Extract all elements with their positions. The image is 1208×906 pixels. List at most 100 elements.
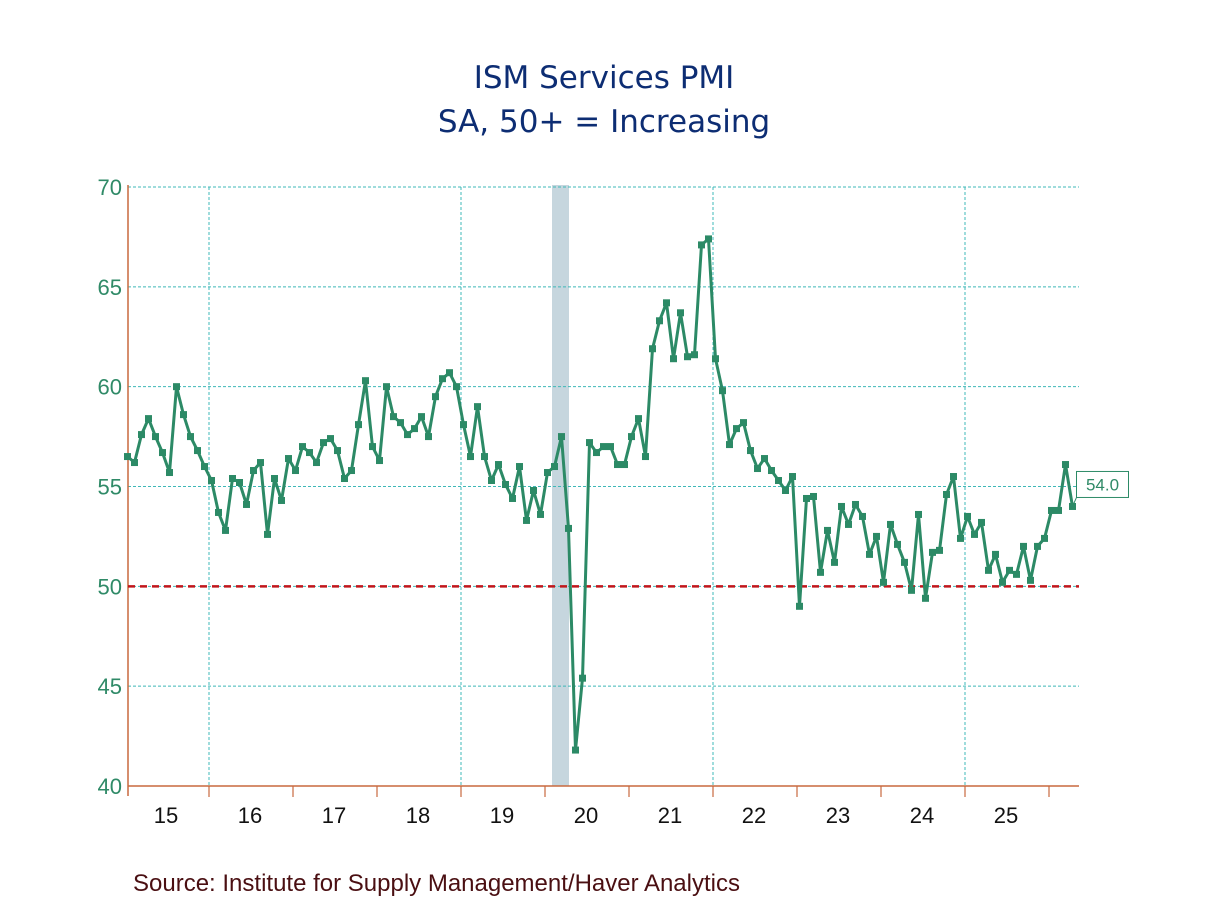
data-point-marker (642, 453, 649, 461)
data-point-marker (278, 496, 285, 504)
data-point-marker (817, 568, 824, 576)
y-tick-label: 60 (98, 375, 122, 400)
x-tick-label: 20 (574, 803, 598, 828)
data-point-marker (740, 419, 747, 427)
data-point-marker (467, 453, 474, 461)
axes (127, 185, 1079, 797)
data-point-marker (621, 461, 628, 469)
data-point-marker (677, 309, 684, 317)
recession-band (552, 185, 569, 786)
data-point-marker (747, 447, 754, 455)
data-point-marker (593, 449, 600, 457)
data-point-marker (992, 550, 999, 558)
data-point-marker (845, 520, 852, 528)
y-tick-label: 55 (98, 475, 122, 500)
data-point-marker (544, 469, 551, 477)
data-point-marker (152, 433, 159, 441)
data-point-marker (1027, 576, 1034, 584)
data-point-marker (516, 463, 523, 471)
last-value-layer: 54.0 (1072, 470, 1129, 507)
data-point-marker (600, 443, 607, 451)
data-point-marker (1041, 534, 1048, 542)
data-point-marker (943, 490, 950, 498)
data-point-marker (495, 461, 502, 469)
x-tick-label: 21 (658, 803, 682, 828)
data-point-marker (754, 465, 761, 473)
data-point-marker (985, 566, 992, 574)
data-point-marker (887, 520, 894, 528)
data-point-marker (341, 475, 348, 483)
data-point-marker (1062, 461, 1069, 469)
data-point-marker (1006, 566, 1013, 574)
data-point-marker (229, 475, 236, 483)
recession-shading-layer (552, 185, 569, 786)
data-point-marker (733, 425, 740, 433)
data-point-marker (194, 447, 201, 455)
data-point-marker (460, 421, 467, 429)
y-tick-label: 45 (98, 674, 122, 699)
data-point-marker (894, 540, 901, 548)
data-point-marker (208, 477, 215, 485)
x-tick-label: 16 (238, 803, 262, 828)
data-point-marker (628, 433, 635, 441)
x-tick-label: 24 (910, 803, 934, 828)
data-point-marker (313, 459, 320, 467)
data-point-marker (509, 494, 516, 502)
data-point-marker (264, 530, 271, 538)
data-point-marker (971, 530, 978, 538)
data-point-marker (649, 345, 656, 353)
data-point-marker (796, 602, 803, 610)
data-point-marker (327, 435, 334, 443)
x-tick-label: 25 (994, 803, 1018, 828)
x-tick-label: 15 (154, 803, 178, 828)
data-point-marker (446, 369, 453, 377)
data-point-marker (803, 494, 810, 502)
data-point-marker (565, 524, 572, 532)
data-point-marker (831, 558, 838, 566)
data-point-marker (866, 550, 873, 558)
data-point-marker (880, 578, 887, 586)
data-point-marker (656, 317, 663, 325)
x-tick-label: 17 (322, 803, 346, 828)
last-value-leader (1072, 497, 1077, 507)
y-tick-label: 50 (98, 574, 122, 599)
data-point-marker (670, 355, 677, 363)
data-point-marker (558, 433, 565, 441)
data-point-marker (376, 457, 383, 465)
data-point-marker (950, 473, 957, 481)
x-tick-label: 22 (742, 803, 766, 828)
series-layer (124, 235, 1076, 754)
data-point-marker (187, 433, 194, 441)
data-point-marker (362, 377, 369, 385)
data-point-marker (586, 439, 593, 447)
data-point-marker (761, 455, 768, 463)
data-point-marker (425, 433, 432, 441)
data-point-marker (257, 459, 264, 467)
data-point-marker (334, 447, 341, 455)
data-point-marker (726, 441, 733, 449)
data-point-marker (131, 459, 138, 467)
data-point-marker (180, 411, 187, 419)
data-point-marker (614, 461, 621, 469)
data-point-marker (271, 475, 278, 483)
data-point-marker (397, 419, 404, 427)
chart-subtitle: SA, 50+ = Increasing (437, 104, 771, 140)
data-point-marker (1020, 542, 1027, 550)
y-tick-label: 70 (98, 175, 122, 200)
data-point-marker (453, 383, 460, 391)
data-point-marker (285, 455, 292, 463)
data-point-marker (1013, 570, 1020, 578)
last-value-label: 54.0 (1086, 475, 1119, 494)
tick-labels: 40 45 50 55 60 65 70 15 16 17 18 19 20 21 22 23 24 25 (98, 175, 1019, 828)
data-point-marker (698, 241, 705, 249)
data-point-marker (124, 453, 131, 461)
data-point-marker (810, 492, 817, 500)
data-point-marker (523, 516, 530, 524)
data-point-marker (684, 353, 691, 361)
data-point-marker (712, 355, 719, 363)
data-point-marker (502, 481, 509, 489)
data-point-marker (1034, 542, 1041, 550)
data-point-marker (411, 425, 418, 433)
data-point-marker (236, 479, 243, 487)
data-point-marker (999, 578, 1006, 586)
